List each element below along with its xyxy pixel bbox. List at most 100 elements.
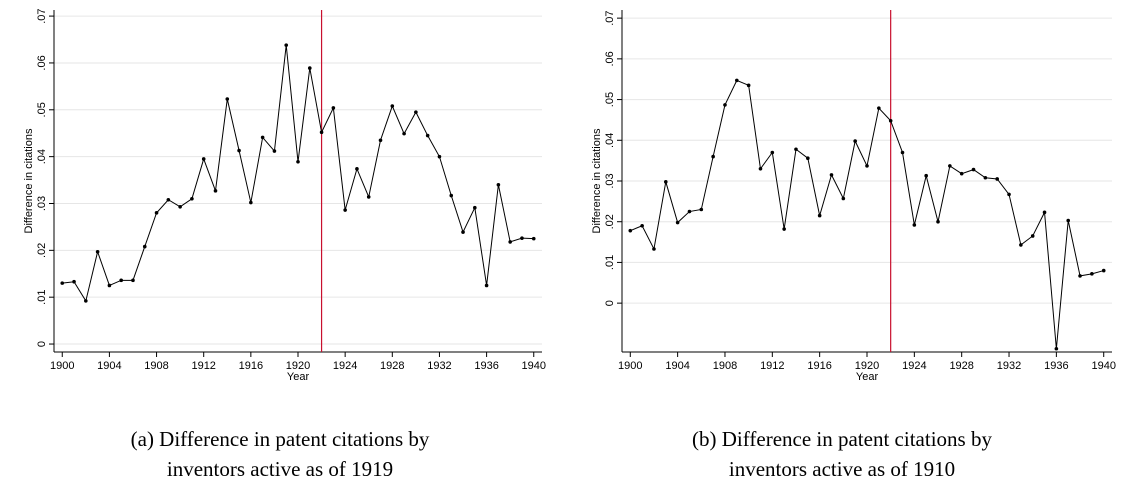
line xyxy=(62,45,534,303)
point xyxy=(390,104,395,108)
point xyxy=(272,149,277,153)
point xyxy=(640,223,644,228)
y-tick-label: .04 xyxy=(36,149,48,164)
point xyxy=(687,209,692,214)
point xyxy=(746,83,751,88)
point xyxy=(425,133,430,138)
point xyxy=(770,150,775,155)
point xyxy=(841,196,846,201)
point xyxy=(60,281,65,285)
y-tick-label: .05 xyxy=(604,92,616,107)
y-tick-label: .02 xyxy=(36,243,48,258)
point xyxy=(414,110,418,114)
point xyxy=(307,66,312,70)
point xyxy=(154,211,159,215)
point xyxy=(237,148,241,153)
point xyxy=(877,106,881,110)
point xyxy=(900,150,905,155)
point xyxy=(496,182,501,187)
x-tick-label: 1932 xyxy=(427,360,451,372)
point xyxy=(284,43,289,47)
point xyxy=(663,180,668,184)
point xyxy=(1066,218,1071,223)
point xyxy=(213,189,218,193)
y-tick-label: .01 xyxy=(604,255,616,270)
y-tick-label: .02 xyxy=(604,214,616,229)
point xyxy=(1078,274,1082,278)
point xyxy=(166,197,171,202)
y-tick-label: 0 xyxy=(604,300,616,306)
x-tick-label: 1912 xyxy=(760,360,784,372)
x-tick-label: 1916 xyxy=(239,360,263,372)
point xyxy=(936,219,940,224)
point xyxy=(531,236,536,241)
point xyxy=(461,230,465,234)
point xyxy=(723,103,727,107)
point xyxy=(912,223,917,227)
point xyxy=(711,154,715,159)
point xyxy=(319,130,324,135)
y-tick-label: .03 xyxy=(36,196,48,211)
x-tick-label: 1936 xyxy=(474,360,498,372)
point xyxy=(473,205,477,210)
point xyxy=(948,164,952,168)
point xyxy=(225,97,230,101)
x-tick-label: 1900 xyxy=(50,360,74,372)
point xyxy=(675,220,680,225)
caption: inventors active as of 1919 xyxy=(167,457,393,481)
point xyxy=(794,147,798,152)
x-axis-label: Year xyxy=(856,371,879,383)
point xyxy=(331,106,336,110)
y-tick-label: .04 xyxy=(604,133,616,148)
x-tick-label: 1904 xyxy=(665,360,689,372)
point xyxy=(959,171,964,176)
point xyxy=(983,175,988,180)
x-tick-label: 1904 xyxy=(97,360,121,372)
x-tick-label: 1940 xyxy=(1091,360,1115,372)
x-tick-label: 1900 xyxy=(618,360,642,372)
point xyxy=(1101,268,1106,273)
x-tick-label: 1924 xyxy=(333,360,357,372)
y-tick-label: .07 xyxy=(604,10,616,25)
point xyxy=(119,278,123,283)
point xyxy=(699,207,704,212)
x-tick-label: 1912 xyxy=(191,360,215,372)
y-tick-label: .06 xyxy=(604,51,616,66)
point xyxy=(107,283,112,288)
point xyxy=(378,138,383,143)
point xyxy=(758,166,763,171)
point xyxy=(1030,234,1035,238)
x-tick-label: 1908 xyxy=(713,360,737,372)
point xyxy=(484,283,489,288)
caption: (b) Difference in patent citations by xyxy=(692,427,992,451)
point xyxy=(865,164,869,168)
point xyxy=(1007,192,1011,197)
x-axis-label: Year xyxy=(287,371,310,383)
point xyxy=(817,213,822,218)
x-tick-label: 1932 xyxy=(997,360,1021,372)
y-tick-label: .06 xyxy=(36,55,48,70)
y-tick-label: 0 xyxy=(36,341,48,347)
y-tick-label: .07 xyxy=(36,8,48,23)
point xyxy=(888,118,893,123)
point xyxy=(735,78,739,83)
point xyxy=(971,167,976,172)
x-tick-label: 1916 xyxy=(807,360,831,372)
y-tick-label: .03 xyxy=(604,173,616,188)
point xyxy=(782,227,786,231)
point xyxy=(449,193,454,198)
point xyxy=(131,278,135,283)
caption: inventors active as of 1910 xyxy=(729,457,955,481)
point xyxy=(1042,210,1047,215)
point xyxy=(178,204,182,209)
point xyxy=(95,249,100,254)
point xyxy=(343,208,347,212)
x-tick-label: 1940 xyxy=(522,360,546,372)
point xyxy=(1019,243,1023,247)
x-tick-label: 1920 xyxy=(286,360,310,372)
caption: (a) Difference in patent citations by xyxy=(131,427,430,451)
point xyxy=(853,139,857,143)
point xyxy=(1054,346,1059,351)
point xyxy=(72,279,76,284)
point xyxy=(201,157,206,161)
